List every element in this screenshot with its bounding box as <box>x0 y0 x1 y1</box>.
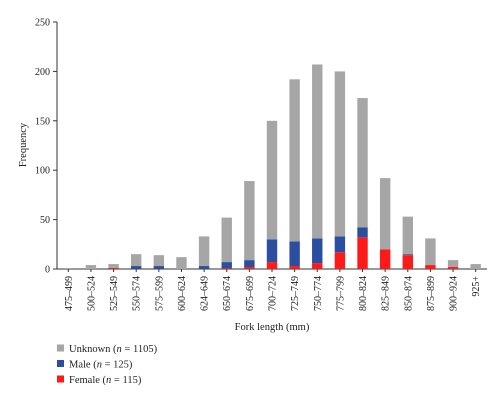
bar-unknown <box>470 264 481 269</box>
bar-male <box>221 262 232 269</box>
x-tick-label: 675–699 <box>245 276 256 311</box>
bar-unknown <box>176 257 187 269</box>
x-tick-label: 875–899 <box>426 276 437 311</box>
x-tick-label: 925+ <box>471 276 482 297</box>
x-tick-label: 825–849 <box>381 276 392 311</box>
x-tick-label: 624–649 <box>200 276 211 311</box>
bar-male <box>244 260 255 268</box>
bar-female <box>221 268 232 269</box>
y-tick-label: 150 <box>35 116 50 127</box>
y-tick-label: 250 <box>35 18 50 29</box>
y-tick-label: 50 <box>40 215 50 226</box>
bar-female <box>289 266 300 269</box>
bar-unknown <box>244 181 255 261</box>
bar-female <box>312 263 323 269</box>
legend-entry: Unknown (n = 1105) <box>69 344 158 355</box>
bar-unknown <box>153 255 165 267</box>
bar-female <box>379 249 391 269</box>
bar-unknown <box>131 254 142 267</box>
x-tick-label: 525–549 <box>109 276 120 311</box>
bar-unknown <box>289 79 300 242</box>
legend-entry: Female (n = 115) <box>69 375 142 386</box>
bar-unknown <box>221 217 232 263</box>
x-tick-label: 575–599 <box>154 276 165 311</box>
y-tick-label: 200 <box>35 67 50 78</box>
bar-female <box>266 262 278 269</box>
bar-female <box>357 237 368 269</box>
bars <box>63 64 481 269</box>
x-tick-label: 775–799 <box>335 276 346 311</box>
bar-male <box>131 266 142 269</box>
bar-female <box>244 267 255 269</box>
bar-unknown <box>334 71 346 237</box>
bar-unknown <box>85 265 97 269</box>
legend: Unknown (n = 1105) Male (n = 125) Female (… <box>57 344 158 386</box>
bar-female <box>425 265 436 269</box>
y-axis-title: Frequency <box>18 122 29 167</box>
x-tick-label: 650–674 <box>222 276 233 311</box>
bar-unknown <box>63 268 74 269</box>
y-tick-label: 0 <box>45 265 50 276</box>
bar-unknown <box>425 238 436 266</box>
bar-female <box>334 252 346 269</box>
x-tick-label: 475–499 <box>64 276 75 311</box>
bar-female <box>108 268 119 269</box>
legend-swatch <box>57 360 64 367</box>
x-axis-title: Fork length (mm) <box>235 322 310 333</box>
bar-unknown <box>266 120 278 240</box>
y-axis: 0 50 100 150 200 250 <box>35 18 58 276</box>
bar-unknown <box>402 216 413 255</box>
x-tick-label: 600–624 <box>177 276 188 311</box>
bar-unknown <box>357 98 368 228</box>
bar-male <box>402 254 413 256</box>
legend-swatch <box>57 375 64 383</box>
bar-unknown <box>198 236 210 267</box>
bar-unknown <box>379 178 391 250</box>
bar-male <box>289 241 300 267</box>
bar-male <box>198 266 210 269</box>
x-tick-label: 700–724 <box>268 276 279 311</box>
bar-male <box>312 238 323 264</box>
bar-unknown <box>312 64 323 239</box>
legend-entry: Male (n = 125) <box>69 360 133 371</box>
x-tick-label: 850–874 <box>403 276 414 311</box>
bar-male <box>153 266 165 269</box>
bar-unknown <box>108 264 119 269</box>
x-tick-label: 725–749 <box>290 276 301 311</box>
bar-female <box>402 255 413 269</box>
x-tick-label: 800–824 <box>358 276 369 311</box>
bar-male <box>357 227 368 238</box>
bar-male <box>334 236 346 253</box>
x-tick-label: 750–774 <box>313 276 324 311</box>
bar-unknown <box>447 260 459 268</box>
x-tick-label: 550–574 <box>132 276 143 311</box>
bar-female <box>447 267 459 269</box>
x-axis: 475–499 500–524 525–549 550–574 575–599 600–6… <box>57 268 487 311</box>
x-tick-label: 500–524 <box>86 276 97 311</box>
y-tick-label: 100 <box>35 166 50 177</box>
legend-swatch <box>57 344 64 352</box>
x-tick-label: 900–924 <box>449 276 460 311</box>
bar-male <box>266 239 278 263</box>
